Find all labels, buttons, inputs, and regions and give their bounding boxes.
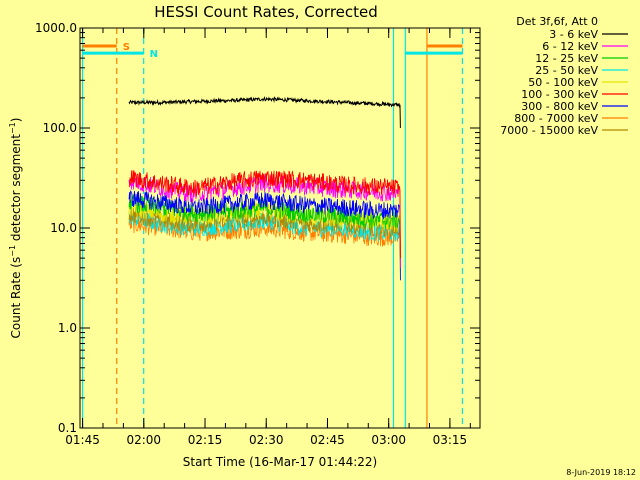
x-tick-label-5: 03:00 <box>371 433 406 447</box>
series-7 <box>128 215 401 268</box>
y-axis-title: Count Rate (s−1 detector segment−1) <box>8 118 23 339</box>
legend-header: Det 3f,6f, Att 0 <box>516 15 598 28</box>
x-tick-label-0: 01:45 <box>65 433 100 447</box>
series-5 <box>128 170 401 259</box>
series-6 <box>128 190 401 281</box>
x-tick-label-3: 02:30 <box>249 433 284 447</box>
legend-label-8: 7000 - 15000 keV <box>500 124 598 137</box>
x-tick-label-4: 02:45 <box>310 433 345 447</box>
legend-label-6: 300 - 800 keV <box>521 100 598 113</box>
y-tick-label-3: 100.0 <box>43 121 77 135</box>
x-tick-label-6: 03:15 <box>433 433 468 447</box>
x-tick-label-1: 02:00 <box>126 433 161 447</box>
y-tick-label-4: 1000.0 <box>35 21 77 35</box>
x-axis-title: Start Time (16-Mar-17 01:44:22) <box>183 455 377 469</box>
x-tick-label-2: 02:15 <box>188 433 223 447</box>
legend-label-4: 50 - 100 keV <box>528 76 598 89</box>
legend-label-0: 3 - 6 keV <box>549 28 598 41</box>
y-axis: 0.1 1.0 10.0 100.0 1000.0 <box>35 21 480 435</box>
y-tick-label-1: 1.0 <box>58 321 77 335</box>
timestamp: 8-Jun-2019 18:12 <box>566 468 636 477</box>
y-tick-label-2: 10.0 <box>50 221 77 235</box>
series-0 <box>128 96 401 129</box>
legend-label-7: 800 - 7000 keV <box>514 112 598 125</box>
series-2 <box>128 194 401 259</box>
legend-label-1: 6 - 12 keV <box>542 40 598 53</box>
state-bar-label-0: S <box>123 42 130 53</box>
legend-label-5: 100 - 300 keV <box>521 88 598 101</box>
legend-label-2: 12 - 25 keV <box>535 52 598 65</box>
state-bar-label-1: N <box>150 49 158 60</box>
series-8 <box>128 206 401 259</box>
series-1 <box>128 174 401 268</box>
x-axis: 01:45 02:00 02:15 02:30 02:45 03:00 03:15 <box>65 28 471 447</box>
chart-title: HESSI Count Rates, Corrected <box>154 3 378 21</box>
y-tick-label-0: 0.1 <box>58 421 77 435</box>
legend-label-3: 25 - 50 keV <box>535 64 598 77</box>
